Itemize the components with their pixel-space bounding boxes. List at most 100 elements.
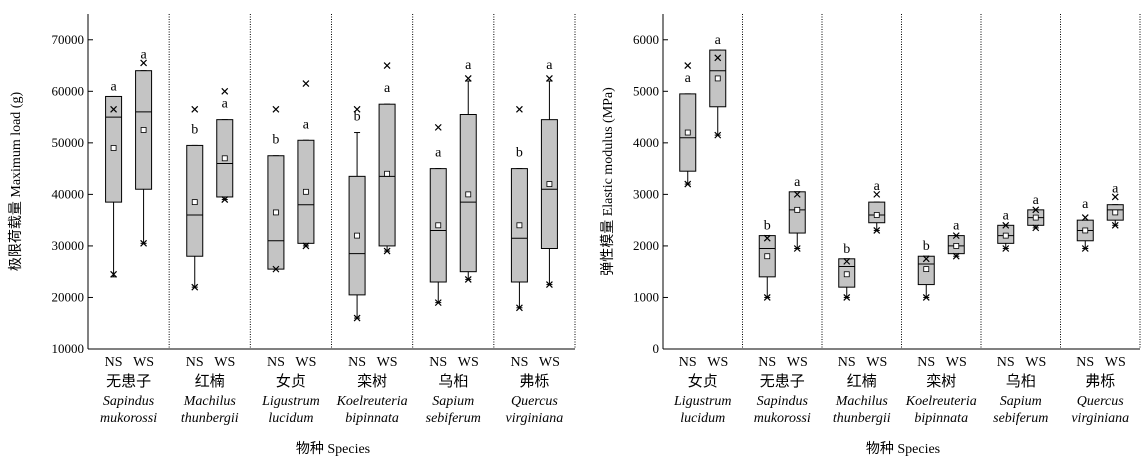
p1-outlier-marker (110, 270, 118, 278)
p1-outlier-marker (464, 275, 472, 283)
p2-outlier-marker (684, 62, 692, 69)
p2-x-axis-label: 物种 Species (866, 441, 940, 457)
p2-group-label: WS (1105, 355, 1126, 370)
p2-species-name-zh: 弗栎 (1085, 373, 1115, 390)
p2-species-name-zh: 红楠 (847, 373, 877, 390)
p2-mean-marker (714, 75, 721, 82)
p2-y-tick-label: 1000 (633, 289, 659, 304)
p1-outlier-marker (353, 105, 361, 113)
p1-species-name-zh: 无患子 (106, 373, 151, 390)
p1-significance-letter: a (435, 146, 442, 161)
p2-outlier-marker (1111, 193, 1119, 201)
p1-mean-marker (273, 209, 279, 216)
p2-outlier-marker (1111, 221, 1119, 229)
p2-outlier-marker (684, 180, 692, 188)
p2-y-tick-label: 5000 (633, 83, 659, 98)
p1-mean-marker (435, 222, 442, 229)
p1-mean-marker (516, 222, 523, 229)
p1-outlier-marker (221, 196, 229, 203)
p1-group-label: NS (105, 355, 123, 370)
p1-species-name-latin-2: thunbergii (181, 411, 239, 426)
p1-outlier-marker (545, 281, 553, 289)
p2-species-name-latin-1: Koelreuteria (905, 394, 977, 409)
p2-mean-marker (953, 243, 960, 249)
p2-significance-letter: a (1112, 182, 1119, 197)
p1-group-label: NS (348, 355, 366, 370)
p2-mean-marker (1082, 227, 1089, 234)
p1-species-name-zh: 弗栎 (519, 373, 549, 390)
p2-outlier-marker (714, 131, 722, 139)
p1-outlier-marker (302, 80, 310, 88)
p1-group-label: WS (539, 355, 560, 370)
p1-outlier-marker (434, 299, 442, 307)
p2-significance-letter: b (764, 219, 771, 234)
p2-species-name-zh: 女贞 (688, 372, 718, 390)
p2-y-tick-label: 0 (653, 341, 660, 356)
p1-outlier-marker (383, 247, 391, 255)
p1-outlier-marker (353, 314, 361, 322)
p2-mean-marker (923, 266, 930, 273)
p2-group-label: WS (707, 355, 728, 370)
p1-outlier-marker (140, 239, 148, 247)
p1-significance-letter: a (465, 58, 472, 73)
p2-significance-letter: a (953, 219, 960, 234)
p2-significance-letter: b (923, 239, 930, 254)
p2-outlier-marker (873, 227, 881, 234)
p1-mean-marker (384, 170, 390, 177)
p2-significance-letter: a (1033, 193, 1040, 208)
p1-group-label: WS (295, 355, 316, 370)
p1-species-name-latin-1: Ligustrum (261, 394, 320, 409)
p2-group-label: NS (1076, 355, 1094, 370)
p2-species-name-zh: 栾树 (926, 373, 956, 390)
p1-species-name-latin-2: virginiana (506, 411, 564, 426)
p1-outlier-marker (434, 123, 442, 131)
p2-outlier-marker (1081, 214, 1089, 222)
p1-x-axis-label: 物种 Species (296, 441, 370, 457)
p1-mean-marker (546, 181, 553, 187)
p1-species-name-zh: 红楠 (195, 373, 225, 390)
p2-significance-letter: a (1082, 197, 1089, 212)
p2-species-name-latin-2: sebiferum (993, 411, 1048, 426)
p1-y-tick-label: 30000 (52, 238, 85, 253)
p2-mean-marker (873, 212, 880, 218)
p1-group-label: WS (377, 355, 398, 370)
p1-significance-letter: b (272, 133, 279, 148)
p2-species-name-latin-1: Quercus (1077, 394, 1124, 409)
p1-species-name-zh: 乌桕 (438, 373, 468, 390)
p2-y-tick-label: 3000 (633, 186, 659, 201)
p2-outlier-marker (952, 252, 960, 260)
p1-outlier-marker (110, 105, 118, 113)
p1-significance-letter: b (354, 110, 361, 125)
p2-significance-letter: b (843, 242, 850, 257)
p1-y-tick-label: 20000 (52, 289, 85, 304)
p1-outlier-marker (383, 62, 391, 69)
p1-outlier-marker (191, 283, 199, 291)
p2-y-tick-label: 4000 (633, 135, 659, 150)
p2-significance-letter: a (715, 33, 722, 48)
p2-species-name-latin-2: lucidum (680, 411, 725, 426)
p2-outlier-marker (922, 255, 930, 263)
p2-mean-marker (1112, 209, 1119, 216)
p2-group-label: WS (946, 355, 967, 370)
p2-outlier-marker (763, 234, 771, 242)
p1-significance-letter: a (140, 48, 147, 63)
p1-species-name-latin-1: Sapindus (103, 394, 155, 409)
p2-group-label: WS (787, 355, 808, 370)
p1-y-tick-label: 60000 (52, 83, 85, 98)
p2-group-label: WS (866, 355, 887, 370)
p2-mean-marker (843, 271, 850, 278)
p1-group-label: NS (510, 355, 528, 370)
p2-outlier-marker (763, 294, 771, 301)
p1-significance-letter: b (191, 122, 198, 137)
p2-y-tick-label: 2000 (633, 238, 659, 253)
p2-species-name-latin-2: mukorossi (754, 411, 811, 426)
p1-y-tick-label: 40000 (52, 186, 85, 201)
p1-species-name-latin-1: Machilus (183, 394, 237, 409)
p2-outlier-marker (1032, 206, 1040, 214)
p1-significance-letter: a (110, 79, 117, 94)
p1-outlier-marker (191, 105, 199, 113)
p1-y-tick-label: 50000 (52, 135, 85, 150)
p2-outlier-marker (1081, 245, 1089, 252)
p1-significance-letter: b (516, 146, 523, 161)
